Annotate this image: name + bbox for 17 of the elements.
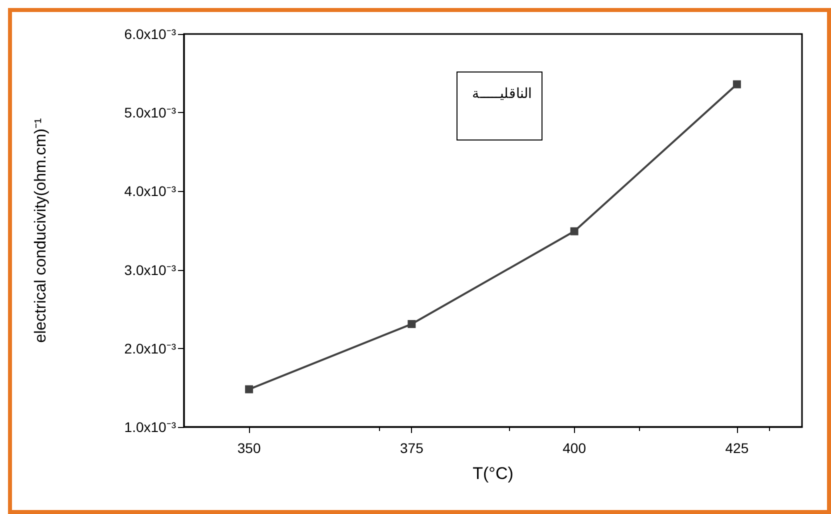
x-tick-label: 425 <box>725 440 749 456</box>
y-tick-label: 1.0x10⁻³ <box>124 419 176 435</box>
x-tick-label: 400 <box>562 440 586 456</box>
y-tick-label: 6.0x10⁻³ <box>124 26 176 42</box>
y-tick-label: 5.0x10⁻³ <box>124 104 176 121</box>
x-tick-label: 350 <box>237 440 261 456</box>
y-tick-label: 2.0x10⁻³ <box>124 340 176 356</box>
y-axis-title: electrical conducivity(ohm.cm)⁻¹ <box>32 118 50 343</box>
y-tick-label: 4.0x10⁻³ <box>124 183 176 200</box>
text: الناقليـــــة <box>472 85 532 101</box>
y-tick-label: 3.0x10⁻³ <box>124 262 176 278</box>
point <box>245 385 254 394</box>
point <box>570 227 578 236</box>
point <box>408 320 416 328</box>
x-axis-title: T(°C) <box>472 464 514 483</box>
x-tick-label: 375 <box>400 440 424 456</box>
point <box>732 80 741 88</box>
